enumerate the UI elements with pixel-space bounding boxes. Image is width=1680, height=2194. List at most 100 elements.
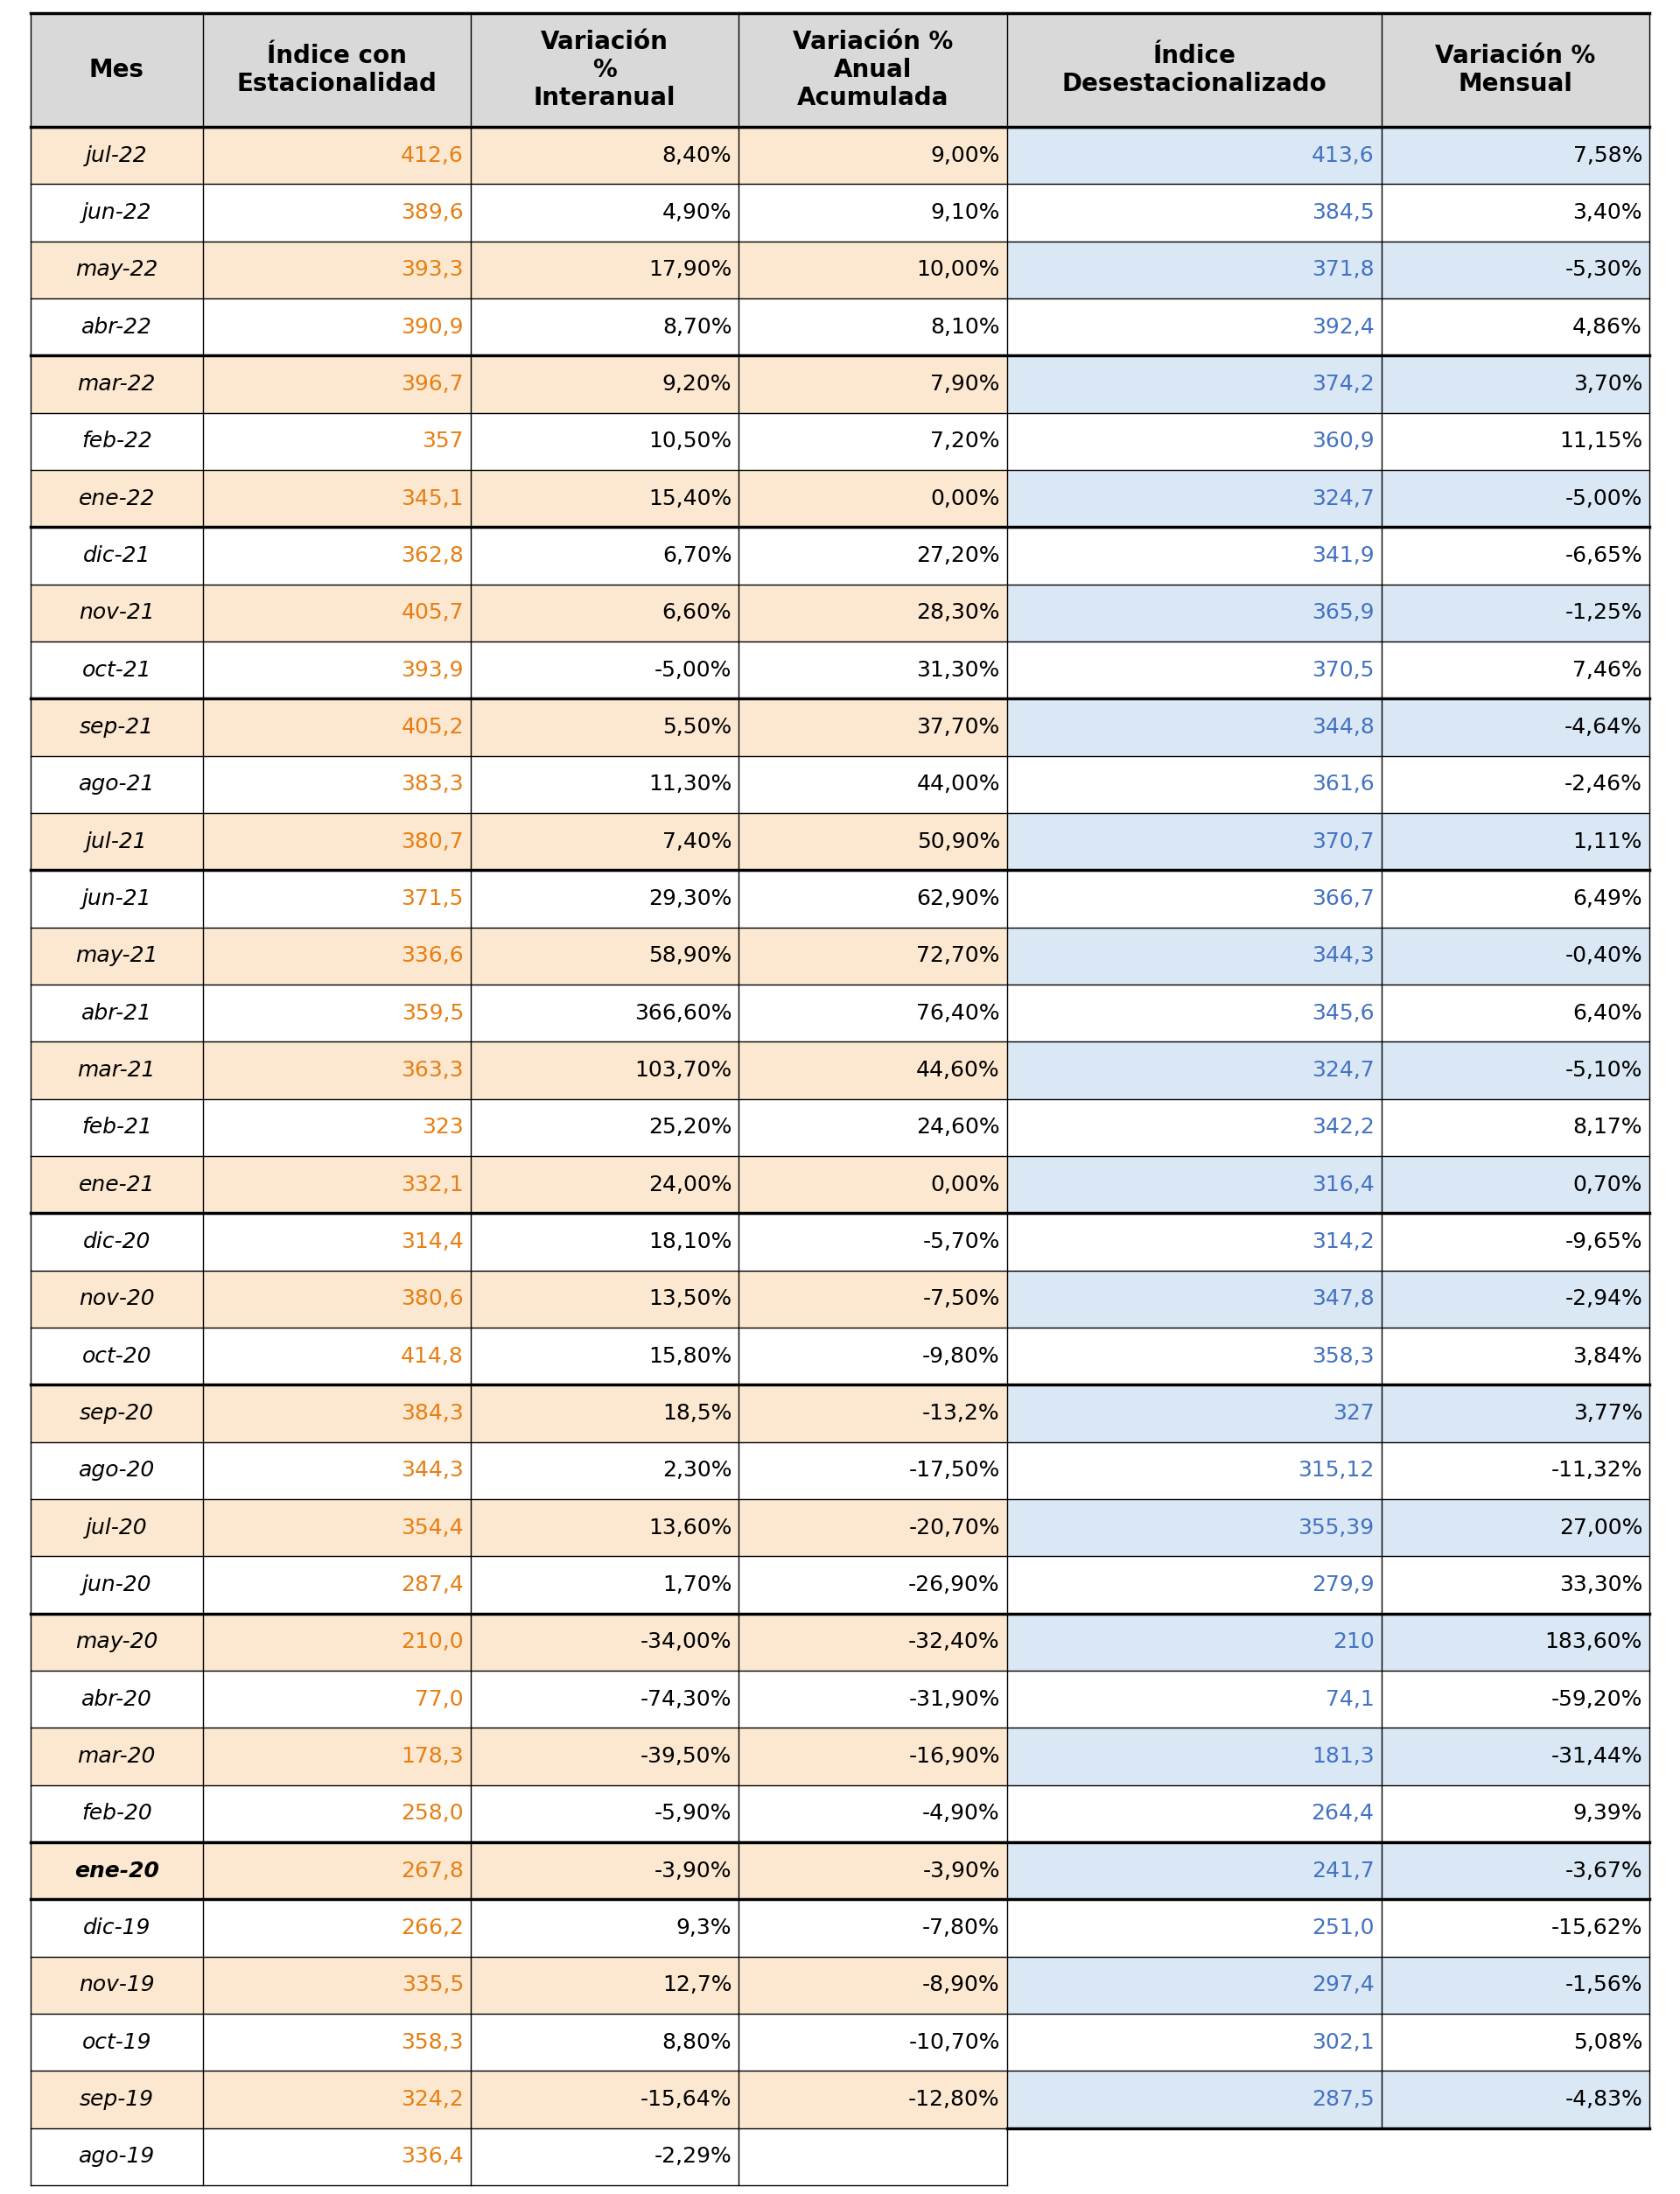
Bar <box>203 1957 470 2014</box>
Text: 29,30%: 29,30% <box>648 889 732 908</box>
Text: ene-22: ene-22 <box>79 487 155 509</box>
Bar <box>1381 757 1650 814</box>
Text: sep-21: sep-21 <box>79 717 155 737</box>
Text: 58,90%: 58,90% <box>648 946 732 965</box>
Bar <box>739 1327 1006 1384</box>
Text: -4,83%: -4,83% <box>1564 2089 1643 2111</box>
Text: 302,1: 302,1 <box>1312 2032 1374 2054</box>
Text: -32,40%: -32,40% <box>909 1632 1000 1652</box>
Bar <box>1006 527 1381 584</box>
Text: -3,90%: -3,90% <box>922 1861 1000 1880</box>
Bar <box>203 928 470 985</box>
Text: 361,6: 361,6 <box>1312 774 1374 794</box>
Text: ene-21: ene-21 <box>79 1174 155 1196</box>
Bar <box>1381 1441 1650 1499</box>
Text: 344,3: 344,3 <box>1312 946 1374 965</box>
Bar <box>203 584 470 641</box>
Text: 370,5: 370,5 <box>1312 660 1374 680</box>
Bar <box>739 584 1006 641</box>
Bar <box>739 355 1006 412</box>
Bar <box>1381 1499 1650 1556</box>
Bar <box>1006 1613 1381 1670</box>
Bar <box>1381 814 1650 871</box>
Text: 3,70%: 3,70% <box>1572 373 1643 395</box>
Text: feb-21: feb-21 <box>81 1117 151 1139</box>
Bar <box>739 757 1006 814</box>
Text: -7,80%: -7,80% <box>922 1918 1000 1939</box>
Text: may-22: may-22 <box>76 259 158 281</box>
Text: 15,40%: 15,40% <box>648 487 732 509</box>
Text: -5,90%: -5,90% <box>655 1803 732 1823</box>
Bar <box>739 1499 1006 1556</box>
Text: 287,5: 287,5 <box>1312 2089 1374 2111</box>
Bar <box>470 1900 739 1957</box>
Text: 335,5: 335,5 <box>402 1975 464 1997</box>
Bar <box>739 1670 1006 1729</box>
Text: 62,90%: 62,90% <box>916 889 1000 908</box>
Text: 0,70%: 0,70% <box>1572 1174 1643 1196</box>
Text: oct-21: oct-21 <box>82 660 151 680</box>
Text: -9,80%: -9,80% <box>922 1345 1000 1367</box>
Text: 8,40%: 8,40% <box>662 145 732 167</box>
Bar <box>1006 1729 1381 1786</box>
Text: 5,50%: 5,50% <box>662 717 732 737</box>
Text: 314,2: 314,2 <box>1312 1231 1374 1253</box>
Text: 314,4: 314,4 <box>402 1231 464 1253</box>
Text: 383,3: 383,3 <box>402 774 464 794</box>
Text: 392,4: 392,4 <box>1312 316 1374 338</box>
Bar <box>470 1099 739 1156</box>
Bar <box>470 2128 739 2185</box>
Text: dic-19: dic-19 <box>82 1918 151 1939</box>
Bar <box>1381 298 1650 355</box>
Bar <box>1381 1156 1650 1213</box>
Bar <box>203 2014 470 2071</box>
Text: 414,8: 414,8 <box>402 1345 464 1367</box>
Bar <box>470 1156 739 1213</box>
Bar <box>1006 698 1381 757</box>
Bar <box>739 871 1006 928</box>
Text: 77,0: 77,0 <box>415 1689 464 1709</box>
Text: Variación %
Mensual: Variación % Mensual <box>1435 44 1596 97</box>
Bar <box>203 1270 470 1327</box>
Bar <box>30 1786 203 1843</box>
Bar <box>1381 1556 1650 1613</box>
Bar <box>1381 2014 1650 2071</box>
Bar <box>30 1670 203 1729</box>
Text: 1,11%: 1,11% <box>1572 832 1643 851</box>
Bar <box>1006 1042 1381 1099</box>
Bar <box>203 1213 470 1270</box>
Text: 413,6: 413,6 <box>1312 145 1374 167</box>
Bar <box>1006 1670 1381 1729</box>
Bar <box>739 527 1006 584</box>
Bar <box>1381 1270 1650 1327</box>
Text: 210: 210 <box>1332 1632 1374 1652</box>
Text: -12,80%: -12,80% <box>909 2089 1000 2111</box>
Text: ago-19: ago-19 <box>79 2146 155 2168</box>
Bar <box>739 412 1006 470</box>
Text: -7,50%: -7,50% <box>922 1288 1000 1310</box>
Text: 258,0: 258,0 <box>402 1803 464 1823</box>
Text: -13,2%: -13,2% <box>922 1402 1000 1424</box>
Text: 0,00%: 0,00% <box>931 487 1000 509</box>
Bar <box>30 1441 203 1499</box>
Text: 76,40%: 76,40% <box>916 1003 1000 1025</box>
Text: 10,00%: 10,00% <box>917 259 1000 281</box>
Bar <box>30 641 203 698</box>
Bar <box>1006 1270 1381 1327</box>
Text: 336,4: 336,4 <box>402 2146 464 2168</box>
Text: Índice
Desestacionalizado: Índice Desestacionalizado <box>1062 44 1327 97</box>
Bar <box>30 298 203 355</box>
Text: 297,4: 297,4 <box>1312 1975 1374 1997</box>
Text: 50,90%: 50,90% <box>917 832 1000 851</box>
Bar <box>30 355 203 412</box>
Text: 74,1: 74,1 <box>1326 1689 1374 1709</box>
Bar <box>1006 871 1381 928</box>
Text: 366,7: 366,7 <box>1312 889 1374 908</box>
Text: 181,3: 181,3 <box>1312 1746 1374 1766</box>
Text: 24,60%: 24,60% <box>916 1117 1000 1139</box>
Bar <box>1006 814 1381 871</box>
Bar <box>30 985 203 1042</box>
Bar <box>1381 2128 1650 2185</box>
Bar <box>203 1556 470 1613</box>
Bar <box>203 2071 470 2128</box>
